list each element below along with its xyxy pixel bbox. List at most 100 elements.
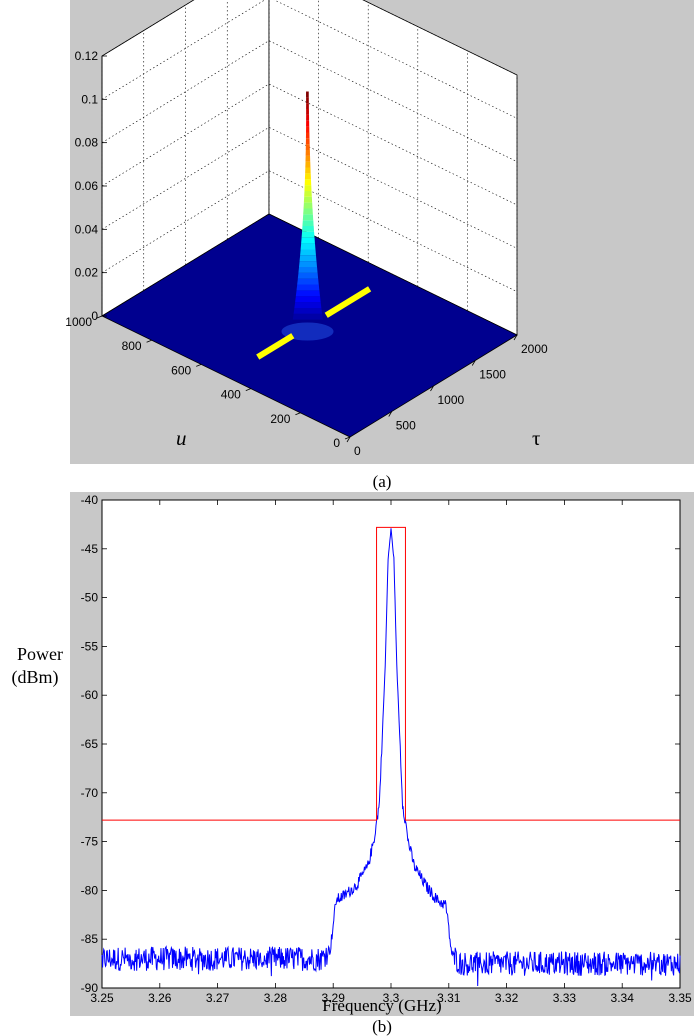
- x-tick-label: 3.27: [206, 991, 230, 1005]
- surface-peak-slice: [296, 284, 320, 291]
- surface-peak-slice: [304, 190, 312, 197]
- y-tick-label: -60: [81, 688, 99, 702]
- surface-peak-slice: [299, 261, 317, 267]
- surface-peak-slice: [305, 167, 311, 174]
- x-tick-label: 3.29: [322, 991, 346, 1005]
- power-axis-label-line2: (dBm): [12, 667, 59, 688]
- tau-tick-mark: [471, 360, 476, 366]
- surface-peak-slice: [293, 307, 323, 314]
- x-tick-label: 3.33: [553, 991, 577, 1005]
- z-gridline: [101, 40, 518, 162]
- panel-a-caption: (a): [373, 472, 392, 491]
- surface-peak-slice: [301, 237, 315, 244]
- u-tick-label: 800: [122, 339, 142, 353]
- surface-peak-slice: [304, 179, 312, 186]
- x-tick-label: 3.28: [264, 991, 288, 1005]
- y-tick-label: -45: [81, 542, 99, 556]
- tau-tick-mark: [346, 436, 351, 443]
- z-tick-label: 0.02: [75, 266, 99, 280]
- tau-tick-mark: [513, 334, 518, 341]
- series-mask: [102, 526, 680, 821]
- z-gridline: [101, 0, 518, 119]
- tau-axis-label: τ: [532, 426, 540, 450]
- tau-tick-label: 2000: [521, 342, 548, 356]
- panel-b-caption: (b): [372, 1017, 392, 1036]
- u-tick-label: 400: [221, 388, 241, 402]
- surface-peak: [281, 91, 334, 341]
- u-tick-mark: [196, 364, 202, 367]
- u-tick-label: 200: [270, 412, 290, 426]
- tau-tick-label: 0: [354, 444, 361, 458]
- y-tick-label: -55: [81, 639, 99, 653]
- z-gridline: [101, 0, 518, 76]
- z-tick-label: 0.08: [75, 136, 99, 150]
- surface-peak-slice: [305, 138, 310, 145]
- surface-peak-slice: [295, 296, 321, 303]
- surface-peak-slice: [295, 290, 320, 297]
- y-tick-label: -70: [81, 786, 99, 800]
- surface-peak-slice: [300, 249, 316, 256]
- y-tick-label: -80: [81, 883, 99, 897]
- u-tick-mark: [146, 339, 152, 343]
- tau-tick-mark: [388, 411, 393, 417]
- x-tick-label: 3.31: [437, 991, 461, 1005]
- x-tick-label: 3.26: [148, 991, 172, 1005]
- u-tick-mark: [344, 436, 351, 440]
- surface-peak-slice: [303, 202, 313, 209]
- power-axis-ticks: -40 -45 -50 -55 -60 -65 -70 -75 -80 -85 -90: [81, 493, 680, 995]
- y-tick-label: -40: [81, 493, 99, 507]
- z-tick-label: 0.1: [81, 92, 98, 106]
- surface-peak-slice: [300, 243, 316, 250]
- surface-peak-slice: [305, 150, 310, 156]
- panel-a-surface-plot: 0 0.02 0.04 0.06 0.08 0.1 0.12 0 200 400 600 800 10…: [65, 0, 694, 464]
- surface-peak-slice: [297, 272, 319, 279]
- y-tick-label: -75: [81, 835, 99, 849]
- x-tick-label: 3.25: [90, 991, 114, 1005]
- u-tick-mark: [245, 388, 251, 391]
- z-gridline: [101, 83, 518, 206]
- series-measured-spectrum: [101, 528, 681, 987]
- u-tick-label: 600: [171, 363, 191, 377]
- surface-peak-slice: [299, 255, 317, 262]
- yellow-marker-line: [256, 286, 372, 360]
- panel-b-spectrum-plot: -40-45-50-55-60-65-70-75-80-85-90 3.25 3.…: [70, 492, 694, 1016]
- tau-tick-label: 1000: [438, 393, 465, 407]
- surface-peak-slice: [306, 114, 310, 121]
- frequency-axis-label: Frequency (GHz): [322, 996, 441, 1015]
- u-tick-label: 0: [333, 436, 340, 450]
- z-gridline: [101, 126, 518, 249]
- z-axis-ticks: 0 0.02 0.04 0.06 0.08 0.1 0.12: [75, 49, 107, 323]
- z-tick-label: 0.04: [75, 222, 99, 236]
- surface-peak-slice: [292, 313, 323, 320]
- y-tick-label: -65: [81, 737, 99, 751]
- surface-peak-slice: [305, 155, 311, 162]
- u-axis-ticks: 0 200 400 600 800 1000: [65, 315, 351, 450]
- surface-peak-slice: [306, 91, 309, 98]
- x-tick-label: 3.34: [611, 991, 635, 1005]
- u-axis-label: u: [176, 426, 187, 450]
- tau-axis-ticks: 0 500 1000 1500 2000: [346, 334, 548, 458]
- surface-peak-slice: [305, 144, 310, 150]
- x-tick-label: 3.3: [383, 991, 400, 1005]
- surface-peak-slice: [305, 132, 310, 139]
- u-tick-mark: [295, 412, 301, 416]
- surface-peak-slice: [303, 196, 313, 203]
- surface-peak-slice: [301, 231, 315, 238]
- yellow-marker-segment: [324, 286, 372, 318]
- surface-peak-slice: [306, 109, 309, 115]
- z-gridline: [101, 170, 518, 292]
- z-tick-label: 0: [91, 309, 98, 323]
- surface-peak-slice: [301, 226, 315, 232]
- tau-tick-label: 500: [396, 419, 416, 433]
- surface-peak-slice: [303, 208, 313, 215]
- tau-tick-mark: [430, 385, 434, 392]
- surface-peak-slice: [306, 126, 310, 133]
- z-tick-label: 0.06: [75, 179, 99, 193]
- surface-peak-skirt: [281, 322, 334, 341]
- surface-peak-slice: [304, 185, 312, 191]
- z-tick-label: 0.12: [75, 49, 99, 63]
- surface-peak-slice: [298, 267, 318, 273]
- x-tick-label: 3.32: [495, 991, 519, 1005]
- frequency-axis-ticks: 3.25 3.26 3.27 3.28 3.29 3.3 3.31 3.32 3.33 3.34 3…: [90, 500, 692, 1005]
